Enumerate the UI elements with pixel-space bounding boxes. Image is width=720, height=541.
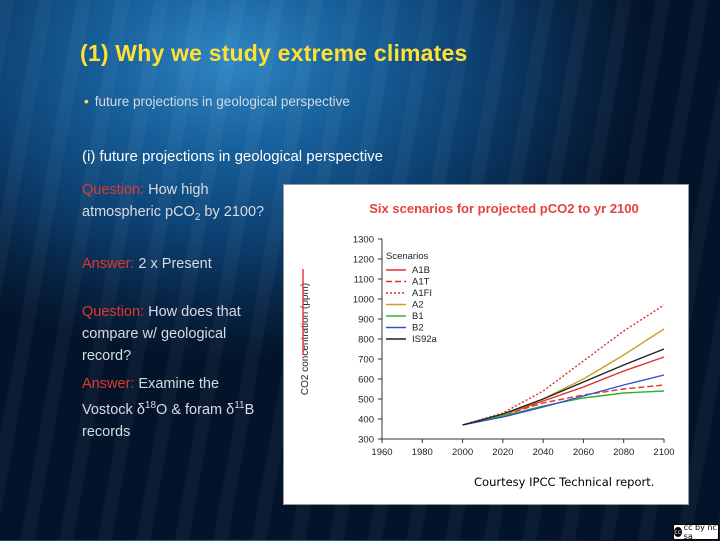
series-line-is92a xyxy=(462,348,665,426)
slide-title: (1) Why we study extreme climates xyxy=(80,40,468,66)
legend-item-label: B2 xyxy=(412,323,424,334)
delta-symbol-1: δ xyxy=(136,401,145,418)
series-line-b1 xyxy=(462,390,665,426)
y-tick-label: 1000 xyxy=(353,295,374,306)
y-tick-label: 900 xyxy=(358,315,374,326)
co2-projection-chart: Six scenarios for projected pCO2 to yr 2… xyxy=(300,201,675,458)
x-tick-label: 2000 xyxy=(452,447,473,458)
figure-courtesy-credit: Courtesy IPCC Technical report. xyxy=(474,475,655,489)
answer-2: Answer: Examine the Vostock δ18O & foram… xyxy=(82,373,272,443)
y-tick-label: 300 xyxy=(358,435,374,446)
x-tick-label: 2080 xyxy=(613,447,634,458)
question-1-label: Question: xyxy=(82,182,145,198)
creative-commons-badge[interactable]: cc cc by nc sa xyxy=(673,523,719,541)
chart-title: Six scenarios for projected pCO2 to yr 2… xyxy=(369,201,639,216)
answer-1-label: Answer: xyxy=(82,256,135,272)
answer-2-text-c: B records xyxy=(82,401,255,440)
cc-icon: cc xyxy=(674,527,682,537)
legend-title: Scenarios xyxy=(386,251,428,262)
y-tick-label: 600 xyxy=(358,375,374,386)
cc-license-text: cc by nc sa xyxy=(683,523,717,541)
answer-2-superscript-2: 11 xyxy=(234,400,245,411)
chart-series-group xyxy=(462,304,665,426)
series-line-a1t xyxy=(462,384,665,426)
question-2: Question: How does that compare w/ geolo… xyxy=(82,301,272,367)
y-tick-label: 1200 xyxy=(353,255,374,266)
series-line-a2 xyxy=(462,328,665,426)
legend-item-label: B1 xyxy=(412,311,424,322)
question-1-subscript: 2 xyxy=(194,211,201,223)
answer-2-label: Answer: xyxy=(82,376,135,392)
bullet-dot-icon: • xyxy=(84,94,89,109)
y-tick-label: 400 xyxy=(358,415,374,426)
bullet-text: future projections in geological perspec… xyxy=(94,94,350,109)
question-2-label: Question: xyxy=(82,304,145,320)
y-tick-label: 500 xyxy=(358,395,374,406)
chart-y-axis-label: CO2 concentration (ppm) xyxy=(300,283,311,395)
question-2-text: How does that compare w/ geological reco… xyxy=(82,304,241,364)
y-tick-label: 1300 xyxy=(353,235,374,246)
answer-2-text-b: O & foram xyxy=(156,401,227,418)
answer-1: Answer: 2 x Present xyxy=(82,253,272,275)
series-line-b2 xyxy=(462,374,665,426)
answer-2-text-a: Examine the Vostock xyxy=(82,376,220,418)
answer-1-text: 2 x Present xyxy=(138,256,212,272)
x-tick-label: 1960 xyxy=(371,447,392,458)
y-tick-label: 1100 xyxy=(354,275,374,286)
chart-axes: 300 400 500 600 700 800 900 1000 1100 1200 1300 196… xyxy=(302,235,675,458)
legend-item-label: A1FI xyxy=(412,288,432,299)
legend-item-label: IS92a xyxy=(412,334,438,345)
section-subheading: (i) future projections in geological per… xyxy=(82,148,383,165)
y-tick-label: 800 xyxy=(358,335,374,346)
co2-projection-figure: Six scenarios for projected pCO2 to yr 2… xyxy=(283,184,689,505)
legend-item-label: A1B xyxy=(412,265,430,276)
series-line-a1fi xyxy=(462,304,665,426)
x-tick-label: 2100 xyxy=(653,447,674,458)
legend-item-label: A1T xyxy=(412,277,430,288)
x-tick-label: 2020 xyxy=(492,447,513,458)
answer-2-superscript-1: 18 xyxy=(144,400,157,411)
y-tick-label: 700 xyxy=(358,355,374,366)
x-tick-label: 2060 xyxy=(573,447,594,458)
question-1-text-b: by 2100? xyxy=(200,204,265,220)
question-1-text-a: How high atmospheric pCO xyxy=(82,182,209,220)
x-tick-label: 2040 xyxy=(533,447,554,458)
bullet-item: • future projections in geological perspe… xyxy=(84,94,350,109)
x-tick-label: 1980 xyxy=(412,447,433,458)
legend-item-label: A2 xyxy=(412,300,424,311)
delta-symbol-2: δ xyxy=(226,401,235,418)
question-1: Question: How high atmospheric pCO2 by 2… xyxy=(82,179,272,229)
